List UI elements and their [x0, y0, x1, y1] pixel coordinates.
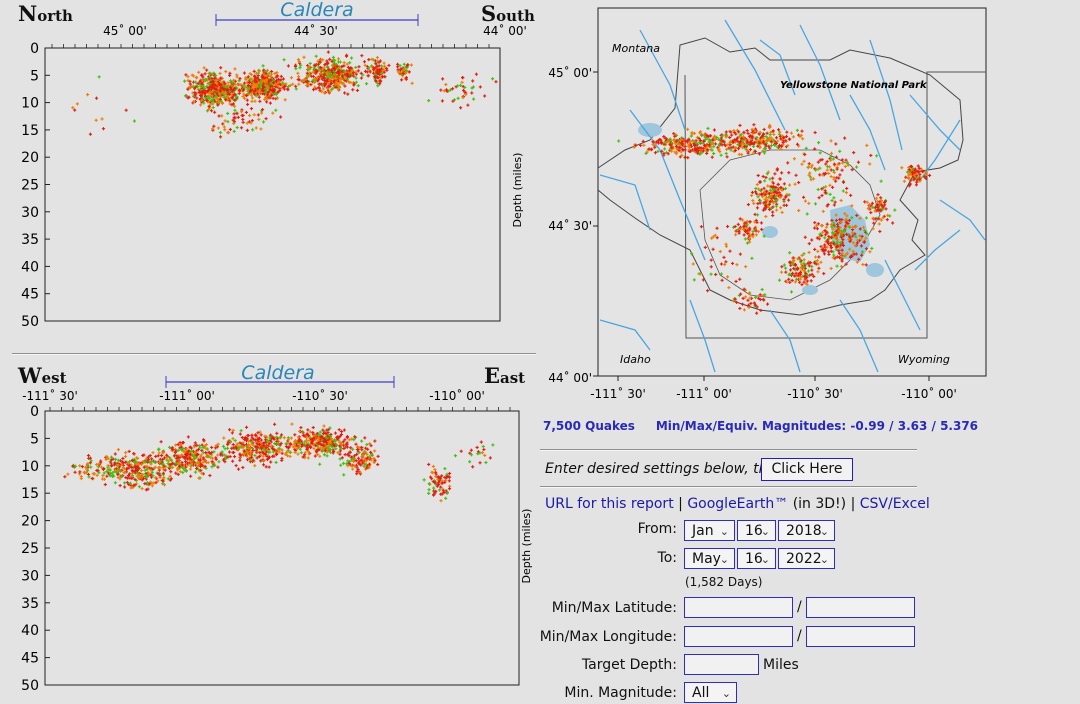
map-lat-tick: 45˚ 00'	[548, 65, 592, 80]
lat-tick: 44˚ 00'	[483, 23, 527, 38]
we-quake-points	[63, 422, 494, 502]
ns-quake-points	[71, 51, 497, 139]
min-latitude-input[interactable]	[684, 597, 793, 618]
depth-tick: 20	[21, 150, 39, 166]
chevron-down-icon: ⌄	[761, 549, 770, 570]
depth-tick: 20	[21, 514, 39, 530]
chevron-down-icon: ⌄	[722, 683, 731, 704]
to-label: To:	[560, 550, 677, 566]
lon-tick: -110˚ 00'	[429, 388, 485, 403]
map-lon-tick: -111˚ 00'	[676, 386, 732, 400]
depth-tick: 25	[21, 178, 39, 194]
lon-tick: -111˚ 30'	[22, 388, 78, 403]
lat-label: Min/Max Latitude:	[520, 600, 677, 616]
quake-count: 7,500 Quakes	[543, 419, 635, 433]
depth-tick: 10	[21, 459, 39, 475]
depth-tick: 15	[21, 123, 39, 139]
to-day-select[interactable]: 16⌄	[737, 548, 776, 569]
min-magnitude-select[interactable]: All⌄	[684, 682, 737, 703]
from-month-select[interactable]: Jan⌄	[684, 520, 735, 541]
quake-stats: 7,500 Quakes Min/Max/Equiv. Magnitudes: …	[543, 419, 978, 433]
caldera-label: Caldera	[241, 362, 314, 384]
max-longitude-input[interactable]	[806, 626, 915, 647]
report-links: URL for this report | GoogleEarth™ (in 3…	[545, 496, 930, 512]
state-label-montana: Montana	[612, 42, 660, 55]
click-here-button[interactable]: Click Here	[761, 458, 853, 481]
section-divider	[12, 353, 536, 355]
google-earth-link[interactable]: GoogleEarth™	[687, 496, 788, 512]
north-south-cross-section: Caldera 45˚ 00' 44˚ 30' 44˚ 00' 0 5 10 15 20…	[0, 0, 540, 340]
to-month-select[interactable]: May⌄	[684, 548, 735, 569]
state-label-idaho: Idaho	[620, 353, 651, 366]
depth-tick: 45	[21, 651, 39, 667]
map-lat-tick: 44˚ 30'	[548, 218, 592, 233]
form-divider	[540, 486, 917, 488]
depth-tick: 0	[30, 41, 39, 57]
target-depth-label: Target Depth:	[520, 657, 677, 673]
to-year-select[interactable]: 2022⌄	[778, 548, 835, 569]
lat-tick: 45˚ 00'	[103, 23, 147, 38]
from-day-select[interactable]: 16⌄	[737, 520, 776, 541]
depth-tick: 50	[21, 678, 39, 694]
day-count: (1,582 Days)	[685, 575, 762, 589]
depth-tick: 45	[21, 287, 39, 303]
depth-axis-label: Depth (miles)	[511, 153, 524, 228]
target-depth-input[interactable]	[684, 654, 759, 675]
chevron-down-icon: ⌄	[720, 521, 729, 542]
chevron-down-icon: ⌄	[761, 521, 770, 542]
depth-tick: 35	[21, 232, 39, 248]
depth-tick: 5	[30, 68, 39, 84]
map-lat-tick: 44˚ 00'	[548, 370, 592, 385]
magnitude-summary: Min/Max/Equiv. Magnitudes: -0.99 / 3.63 …	[656, 419, 978, 433]
csv-excel-link[interactable]: CSV/Excel	[860, 496, 930, 512]
min-longitude-input[interactable]	[684, 626, 793, 647]
depth-tick: 35	[21, 596, 39, 612]
min-magnitude-label: Min. Magnitude:	[520, 685, 677, 701]
epicenter-map: Montana Idaho Wyoming Yellowstone Nation…	[540, 0, 1080, 400]
form-divider	[540, 449, 917, 451]
west-east-cross-section: Caldera -111˚ 30' -111˚ 00' -110˚ 30' -1…	[0, 358, 540, 703]
lon-tick: -111˚ 00'	[159, 388, 215, 403]
chevron-down-icon: ⌄	[820, 521, 829, 542]
depth-unit: Miles	[763, 657, 799, 673]
from-year-select[interactable]: 2018⌄	[778, 520, 835, 541]
chevron-down-icon: ⌄	[820, 549, 829, 570]
depth-axis-label: Depth (miles)	[520, 509, 533, 584]
from-label: From:	[560, 521, 677, 537]
depth-tick: 40	[21, 623, 39, 639]
lon-tick: -110˚ 30'	[292, 388, 348, 403]
depth-tick: 10	[21, 96, 39, 112]
max-latitude-input[interactable]	[806, 597, 915, 618]
depth-tick: 25	[21, 541, 39, 557]
depth-tick: 15	[21, 486, 39, 502]
depth-tick: 30	[21, 205, 39, 221]
depth-tick: 0	[30, 404, 39, 420]
lat-tick: 44˚ 30'	[294, 23, 338, 38]
lon-label: Min/Max Longitude:	[520, 629, 677, 645]
map-lon-tick: -111˚ 30'	[590, 386, 646, 400]
settings-prompt: Enter desired settings below, then	[545, 461, 785, 477]
map-lon-tick: -110˚ 00'	[901, 386, 957, 400]
depth-tick: 30	[21, 568, 39, 584]
map-lon-tick: -110˚ 30'	[787, 386, 843, 400]
state-label-wyoming: Wyoming	[898, 353, 950, 366]
caldera-label: Caldera	[280, 0, 353, 21]
depth-tick: 5	[30, 431, 39, 447]
depth-tick: 40	[21, 259, 39, 275]
url-report-link[interactable]: URL for this report	[545, 496, 674, 512]
chevron-down-icon: ⌄	[720, 549, 729, 570]
park-label: Yellowstone National Park	[780, 80, 928, 91]
depth-tick: 50	[21, 314, 39, 330]
